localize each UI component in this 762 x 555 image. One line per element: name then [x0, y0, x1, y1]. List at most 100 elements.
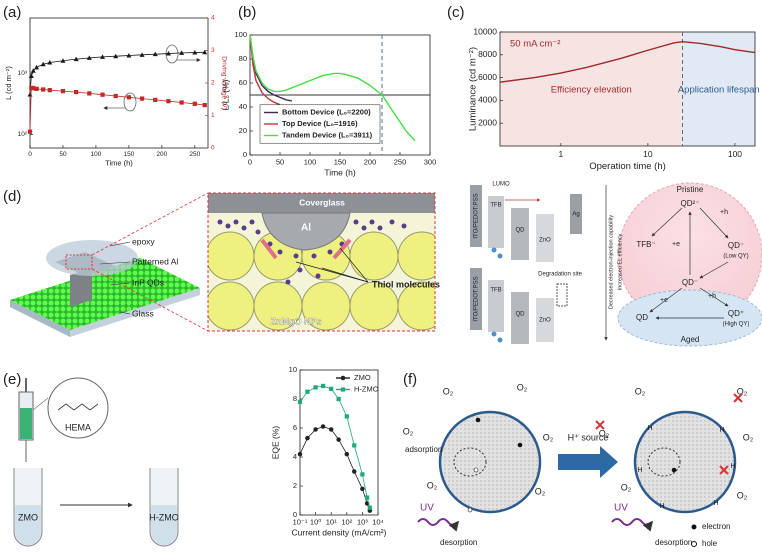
- blocked-mark: [595, 420, 605, 430]
- x-tick-label: 10⁰: [310, 517, 321, 526]
- legend-text: Tandem Device (L₀=3911): [282, 130, 373, 139]
- y-tick-label: 10: [289, 365, 297, 374]
- legend-text: ZMO: [354, 373, 371, 382]
- x-tick-label: 100: [90, 151, 101, 158]
- marker: [100, 92, 105, 97]
- marker: [344, 451, 350, 457]
- marker: [31, 86, 36, 91]
- marker: [47, 59, 53, 65]
- gas-label: O₂: [621, 482, 632, 492]
- light-label: UV: [614, 503, 628, 514]
- step-label: +e: [660, 297, 668, 304]
- step-label: +h: [720, 209, 728, 216]
- marker: [336, 437, 341, 442]
- qy-label: (High QY): [723, 322, 750, 328]
- synthesis-illustration: HEMA ZMO H-ZMO: [13, 377, 179, 547]
- marker: [179, 50, 185, 55]
- marker: [329, 386, 334, 391]
- marker: [344, 414, 349, 419]
- gas-label: O₂: [535, 486, 546, 496]
- gas-label: O₂: [635, 386, 646, 396]
- x-tick-label: 150: [334, 157, 347, 166]
- device-label: Glass: [132, 308, 154, 318]
- series-line: [499, 40, 756, 83]
- marker: [87, 91, 92, 96]
- x-tick-label: 10⁻¹: [293, 517, 308, 526]
- electron: [671, 467, 677, 473]
- marker: [139, 96, 145, 101]
- marker: [313, 427, 318, 432]
- degradation-label: Degradation site: [538, 272, 582, 278]
- marker: [126, 95, 132, 100]
- panel-label: (d): [3, 188, 21, 205]
- process-label: adsorption: [405, 445, 442, 454]
- marker: [60, 89, 66, 94]
- legend-text: Top Device (L₀=1916): [282, 119, 358, 128]
- marker: [351, 469, 357, 474]
- y-tick-label: 4000: [478, 95, 497, 105]
- annotation: Efficiency elevation: [551, 85, 632, 96]
- marker: [40, 61, 46, 67]
- marker: [192, 101, 197, 106]
- marker: [305, 389, 310, 394]
- process-label: desorption: [655, 538, 692, 547]
- zoom-label: ZnMgO NPs: [271, 316, 322, 326]
- device-label: Patterned Al: [132, 256, 178, 266]
- y-tick-label: 0: [243, 150, 247, 159]
- marker: [336, 396, 341, 402]
- layer-label: Ag: [572, 212, 579, 218]
- y2-axis-label: Driving voltage (V): [221, 56, 228, 109]
- marker: [320, 383, 326, 389]
- marker: [60, 58, 66, 63]
- x-tick-label: 10¹: [326, 517, 337, 526]
- species-label: QD⁻: [728, 241, 744, 250]
- marker: [313, 385, 318, 390]
- annotation-ellipses: [103, 44, 201, 112]
- series-line: [249, 34, 293, 102]
- molecule-label: HEMA: [65, 422, 91, 432]
- marker: [360, 486, 365, 492]
- marker: [202, 102, 207, 108]
- x-axis-label: Time (h): [324, 167, 355, 177]
- step-label: +h: [708, 293, 716, 300]
- mechanism-diagram: H⁺ source adsorption desorption desorpti…: [405, 410, 737, 548]
- y-tick-label: 4: [293, 452, 297, 461]
- trend-label: Increased EL efficiency: [617, 233, 623, 290]
- y-tick-label: 10²: [18, 131, 28, 138]
- marker: [305, 435, 310, 441]
- marker: [74, 89, 79, 95]
- y-axis-label: EQE (%): [270, 426, 280, 460]
- x-axis-label: Current density (mA/cm²): [292, 527, 387, 537]
- x-tick-label: 150: [123, 151, 134, 158]
- x-tick-label: 300: [424, 157, 437, 166]
- y-tick-label: 100: [234, 30, 247, 39]
- marker: [360, 472, 365, 477]
- tube-label: ZMO: [18, 512, 38, 522]
- process-label: desorption: [440, 538, 477, 547]
- cycle-diagram: Pristine Aged QD²⁻ TFB⁻ QD⁻ QD QD⁺ QD⁻ (…: [604, 182, 762, 347]
- marker: [352, 443, 357, 448]
- marker: [28, 73, 34, 79]
- layer-label: ITO/PEDOT:PSS: [474, 193, 480, 238]
- marker: [179, 100, 184, 105]
- hole: [467, 507, 473, 513]
- x-tick-label: 10: [643, 149, 653, 159]
- surface-label: H: [730, 463, 735, 470]
- y-tick-label: 8: [293, 394, 297, 403]
- gas-label: O₂: [743, 432, 754, 442]
- marker: [340, 375, 346, 381]
- x-tick-label: 100: [304, 157, 317, 166]
- x-tick-label: 50: [59, 151, 67, 158]
- legend-text: Bottom Device (L₀=2200): [282, 107, 371, 116]
- layer-label: QD: [516, 228, 526, 234]
- y2-tick-label: 0: [211, 145, 215, 152]
- plot-frame: [299, 369, 379, 516]
- marker: [328, 427, 334, 432]
- panel-label: (e): [3, 371, 21, 388]
- layer-label: ITO/PEDOT:PSS: [474, 276, 480, 321]
- gas-label: O₂: [543, 432, 554, 442]
- panel-label: (f): [403, 371, 417, 388]
- marker: [100, 54, 106, 59]
- y-axis-label: L/L₀ (%): [220, 79, 230, 110]
- electron: [517, 442, 523, 448]
